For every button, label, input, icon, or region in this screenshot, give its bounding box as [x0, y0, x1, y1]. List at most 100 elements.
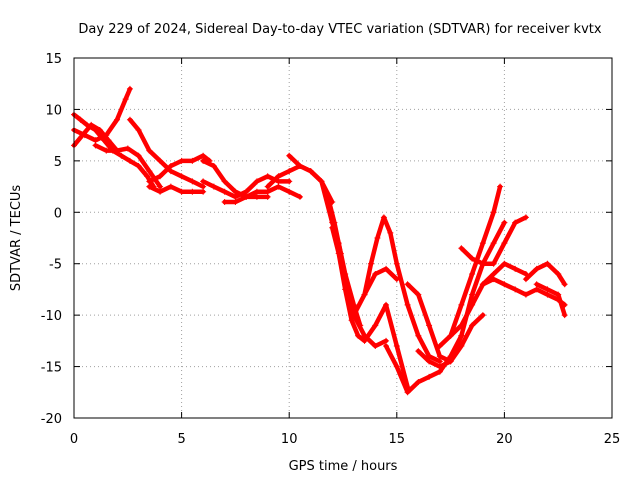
series-track: [127, 117, 206, 189]
data-point: [286, 152, 293, 159]
data-point: [232, 188, 239, 195]
data-point: [383, 265, 390, 272]
data-point: [447, 332, 454, 339]
data-point: [275, 178, 282, 185]
data-series: [146, 183, 207, 195]
data-point: [221, 199, 228, 205]
data-point: [318, 178, 325, 185]
data-series: [458, 214, 529, 267]
data-point: [501, 240, 508, 247]
data-series: [479, 276, 568, 308]
data-point: [367, 260, 374, 267]
data-point: [415, 348, 422, 355]
y-tick-label: 0: [54, 206, 62, 221]
data-point: [479, 260, 486, 267]
data-point: [200, 157, 207, 164]
data-point: [404, 389, 411, 396]
data-series: [533, 281, 568, 319]
data-series: [329, 224, 411, 391]
data-point: [178, 157, 185, 164]
data-point: [189, 157, 196, 164]
data-point: [275, 173, 282, 180]
data-point: [426, 322, 433, 329]
data-point: [307, 168, 314, 175]
series-track: [405, 282, 486, 364]
data-point: [458, 245, 465, 252]
data-point: [522, 276, 529, 283]
data-point: [544, 286, 551, 293]
x-tick-label: 15: [389, 432, 406, 447]
data-point: [512, 265, 519, 272]
data-point: [167, 168, 174, 175]
data-point: [79, 132, 86, 139]
data-series: [126, 116, 207, 190]
data-point: [361, 291, 368, 298]
data-point: [253, 178, 260, 185]
series-track: [448, 261, 529, 338]
data-point: [469, 291, 476, 298]
data-point: [426, 358, 433, 365]
data-point: [393, 363, 400, 370]
data-point: [479, 281, 486, 288]
data-point: [210, 163, 217, 169]
data-point: [490, 260, 497, 267]
data-point: [415, 379, 422, 385]
y-tick-label: -5: [49, 258, 62, 273]
data-point: [296, 163, 303, 169]
data-point: [146, 147, 153, 154]
data-point: [479, 240, 486, 247]
series-track: [362, 215, 443, 364]
data-point: [458, 332, 465, 339]
data-point: [157, 173, 164, 180]
axes: 0 5 10 15 20 25 -20 -15 -10 -5 0 5 10 15: [41, 52, 621, 447]
data-point: [77, 116, 84, 123]
data-point: [361, 337, 368, 344]
data-point: [469, 322, 476, 329]
data-point: [490, 271, 497, 277]
data-point: [200, 178, 207, 185]
x-tick-label: 0: [70, 432, 78, 447]
data-point: [135, 127, 142, 133]
plot-frame: [73, 57, 613, 419]
data-series: [146, 152, 213, 185]
x-tick-label: 20: [496, 432, 513, 447]
y-tick-label: -20: [41, 412, 62, 427]
data-point: [350, 312, 357, 319]
series-track: [147, 184, 206, 194]
series-track: [222, 184, 303, 205]
data-point: [92, 137, 99, 144]
data-point: [105, 137, 112, 144]
data-point: [404, 301, 411, 308]
data-point: [458, 301, 465, 308]
data-point: [469, 301, 476, 308]
data-point: [167, 183, 174, 190]
y-tick-label: -15: [41, 361, 62, 376]
data-point: [555, 271, 562, 277]
data-point: [221, 188, 228, 195]
data-point: [533, 265, 540, 272]
data-point: [114, 147, 121, 154]
data-point: [329, 224, 336, 231]
data-point: [374, 235, 381, 241]
series-track: [437, 184, 503, 349]
data-point: [157, 157, 164, 164]
data-point: [126, 157, 133, 164]
x-tick-label: 25: [604, 432, 621, 447]
data-point: [243, 193, 250, 200]
data-point: [264, 173, 271, 180]
series-track: [329, 225, 410, 390]
data-series: [221, 183, 303, 205]
data-point: [436, 353, 443, 360]
data-point: [561, 312, 568, 319]
data-point: [501, 281, 508, 288]
data-point: [103, 147, 110, 154]
data-series: [404, 281, 486, 365]
data-point: [286, 188, 293, 195]
data-point: [200, 183, 207, 190]
data-series: [92, 142, 164, 190]
data-point: [157, 183, 164, 190]
data-point: [126, 85, 133, 92]
data-point: [512, 286, 519, 293]
data-point: [264, 193, 271, 200]
